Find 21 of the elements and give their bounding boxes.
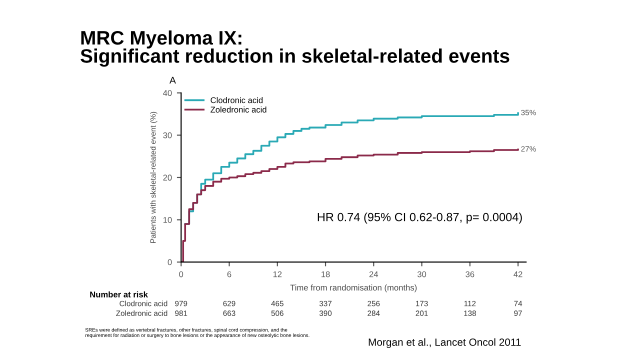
x-tick-label: 6 <box>227 271 232 278</box>
x-tick-label: 18 <box>322 271 330 278</box>
x-tick-label: 0 <box>179 271 184 278</box>
x-axis-title: Time from randomisation (months) <box>290 284 417 292</box>
x-tick-label: 24 <box>369 271 378 278</box>
y-tick-label: 40 <box>163 90 172 96</box>
annotation: HR 0.74 (95% CI 0.62-0.87, p= 0.0004) <box>318 212 522 224</box>
text: Morgan et al., Lancet Oncol 2011 <box>368 338 521 348</box>
legend-label: Zoledronic acid <box>210 106 266 113</box>
y-tick-label: 10 <box>163 216 172 223</box>
y-tick-label: 20 <box>163 174 172 181</box>
legend-label: Clodronic acid <box>210 97 263 104</box>
x-tick-label: 36 <box>466 271 474 278</box>
text: A <box>169 76 176 84</box>
y-tick-label: 30 <box>163 132 172 138</box>
text: Number at risk <box>90 291 148 298</box>
y-tick-label: 0 <box>168 259 172 266</box>
x-tick-label: 42 <box>514 271 522 278</box>
chart-title: MRC Myeloma IX: Significant reduction in skeletal-related events <box>80 30 510 67</box>
x-tick-label: 12 <box>273 271 282 278</box>
x-tick-label: 30 <box>417 271 426 278</box>
